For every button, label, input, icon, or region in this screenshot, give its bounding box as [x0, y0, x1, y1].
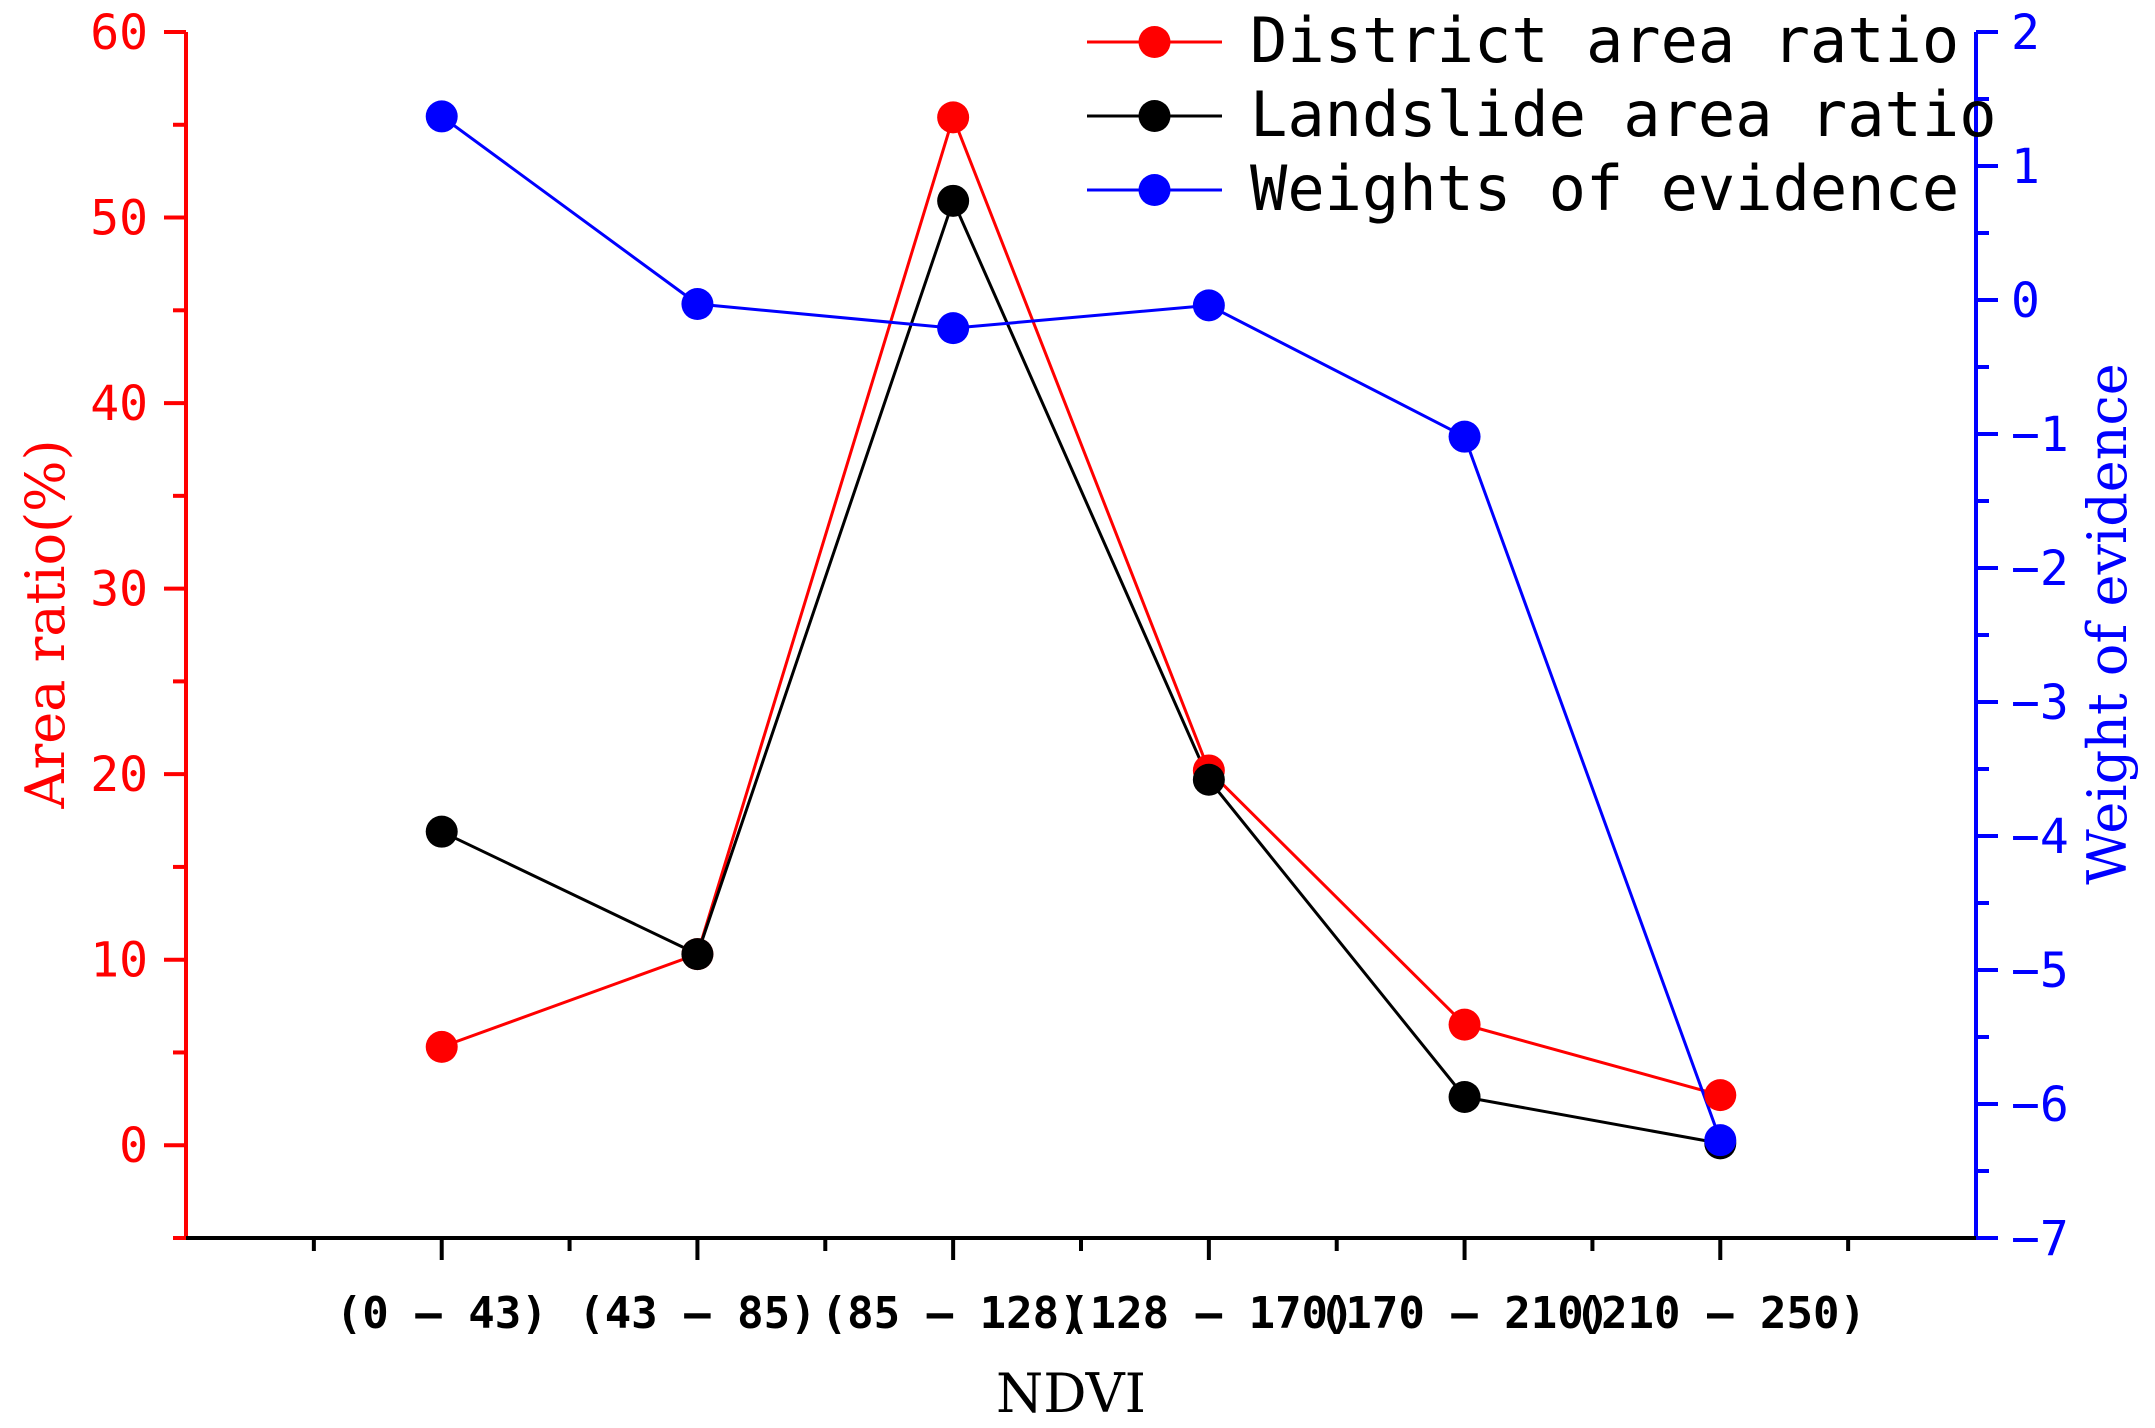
- series-line: [441, 112, 1721, 1097]
- left-tick-label: 0: [119, 1118, 148, 1174]
- right-tick-label: −3: [2011, 675, 2069, 731]
- x-tick-label: (210 – 250): [1575, 1288, 1866, 1339]
- series-line: [440, 115, 1722, 1141]
- right-tick-label: 1: [2011, 139, 2040, 195]
- left-tick-label: 20: [90, 747, 148, 803]
- x-tick-label: (85 – 128): [821, 1288, 1086, 1339]
- data-point: [425, 815, 458, 848]
- right-tick-label: 0: [2011, 273, 2040, 329]
- right-tick-label: −2: [2011, 541, 2069, 597]
- x-tick-label: (170 – 210): [1319, 1288, 1610, 1339]
- data-point: [1704, 1079, 1737, 1112]
- data-point: [425, 1030, 458, 1063]
- left-tick-label: 50: [90, 191, 148, 247]
- x-tick-label: (0 – 43): [336, 1288, 548, 1339]
- left-tick-label: 30: [90, 562, 148, 618]
- data-point: [1448, 420, 1481, 453]
- left-tick-label: 60: [90, 5, 148, 61]
- data-point: [937, 101, 970, 134]
- data-point: [1448, 1080, 1481, 1113]
- legend-marker: [1138, 174, 1171, 206]
- left-tick-label: 10: [90, 933, 148, 989]
- data-point: [937, 184, 970, 217]
- legend-entry: Weights of evidence: [1250, 152, 1959, 225]
- x-tick-label: (43 – 85): [578, 1288, 816, 1339]
- right-tick-label: −6: [2011, 1077, 2069, 1133]
- legend-entry: District area ratio: [1250, 4, 1959, 77]
- series-line: [441, 196, 1721, 1145]
- right-tick-label: −5: [2011, 943, 2069, 999]
- data-point: [681, 288, 714, 321]
- right-tick-label: −1: [2011, 407, 2069, 463]
- right-axis-label: Weight of evidence: [2076, 363, 2139, 884]
- x-tick-label: (128 – 170): [1063, 1288, 1354, 1339]
- legend-entry: Landslide area ratio: [1250, 78, 1997, 151]
- data-point: [1704, 1124, 1737, 1157]
- data-point: [681, 938, 714, 971]
- data-point: [937, 312, 970, 345]
- right-tick-label: −4: [2011, 809, 2069, 865]
- data-point: [1192, 289, 1225, 322]
- right-tick-label: 2: [2011, 5, 2040, 61]
- data-point: [1448, 1008, 1481, 1041]
- left-axis-label: Area ratio(%): [14, 439, 77, 809]
- data-point: [1192, 763, 1225, 796]
- legend-marker: [1138, 26, 1171, 58]
- right-tick-label: −7: [2011, 1211, 2069, 1267]
- axes: 0 10 20 30 40 50 60 −7 −6 −5 −4 −3 −2 −1 0 1 2 (0 – 43) (4…: [90, 5, 2069, 1339]
- series-layer: [425, 100, 1737, 1160]
- x-axis-label: NDVI: [996, 1362, 1146, 1425]
- legend-marker: [1138, 100, 1171, 132]
- data-point: [425, 100, 458, 133]
- left-tick-label: 40: [90, 376, 148, 432]
